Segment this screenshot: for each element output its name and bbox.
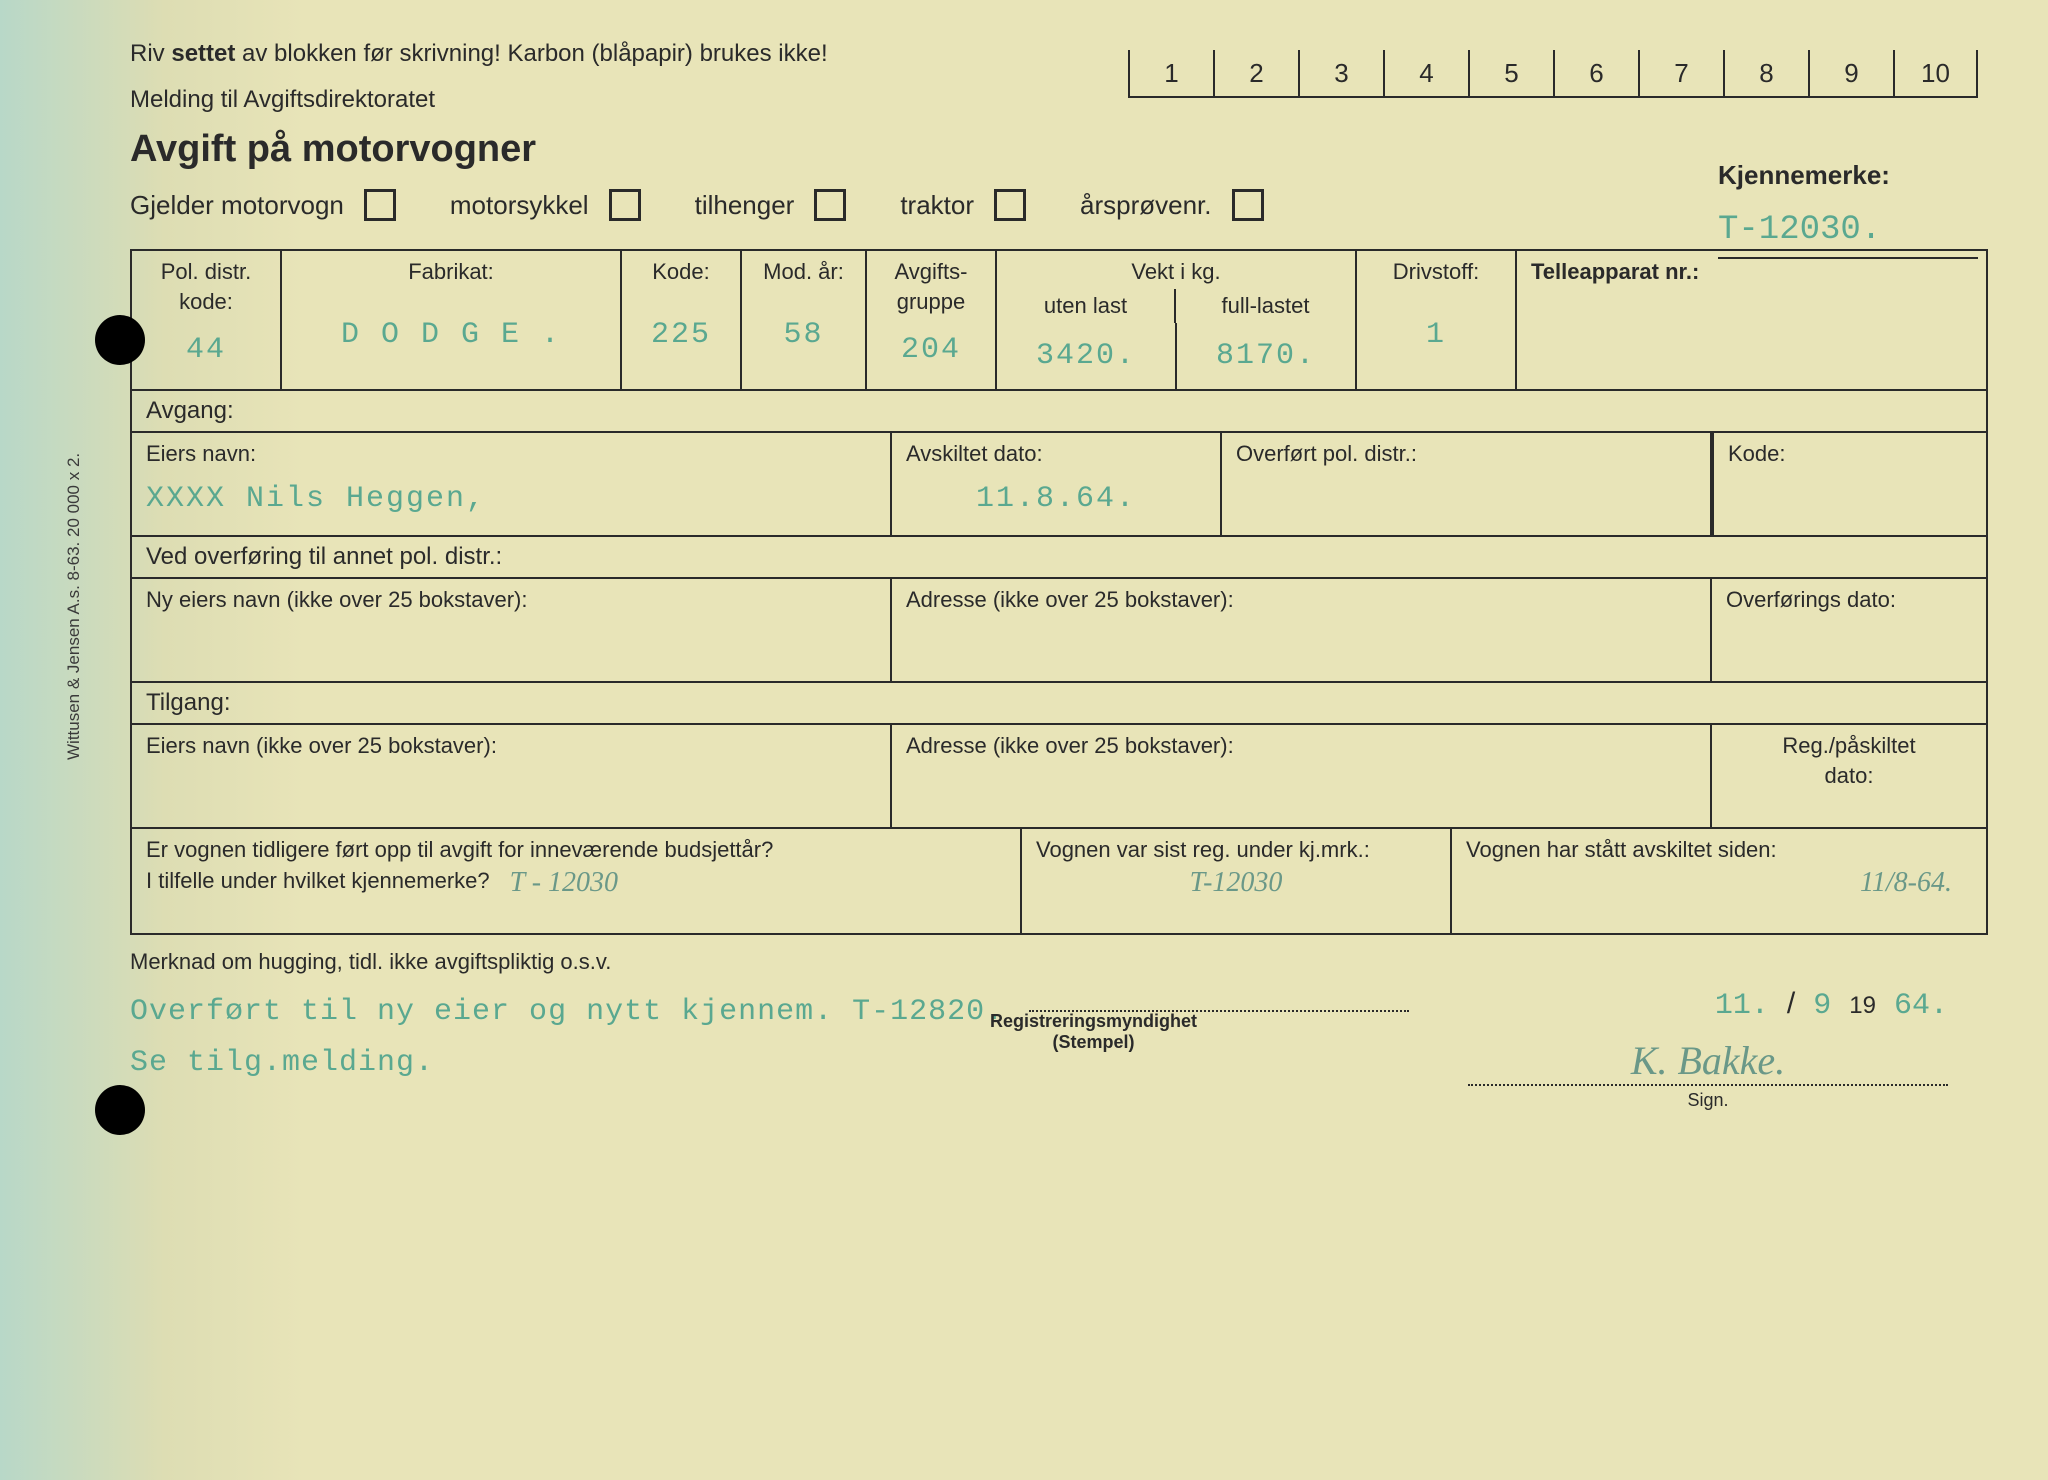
avgiftsgruppe-value: 204 bbox=[881, 319, 981, 381]
tilgang-label: Tilgang: bbox=[132, 683, 1986, 725]
punch-hole-icon bbox=[95, 315, 145, 365]
number-cell: 2 bbox=[1213, 50, 1298, 98]
pol-distr-kode: 44 bbox=[146, 319, 266, 381]
tilgang-adresse bbox=[906, 763, 1696, 819]
signature-area: K. Bakke. Sign. bbox=[1468, 1037, 1948, 1111]
overfort-value bbox=[1236, 471, 1696, 527]
sist-reg-value: T-12030 bbox=[1036, 867, 1436, 899]
avgang-label: Avgang: bbox=[132, 391, 1986, 433]
number-cell: 1 bbox=[1128, 50, 1213, 98]
checkbox-tilhenger[interactable] bbox=[814, 189, 846, 221]
ved-overforing-label: Ved overføring til annet pol. distr.: bbox=[132, 537, 1986, 579]
kode2-value bbox=[1728, 471, 1972, 527]
bottom-area: Overført til ny eier og nytt kjennem. T-… bbox=[130, 987, 1988, 1157]
checkbox-motorvogn[interactable] bbox=[364, 189, 396, 221]
new-owner-row: Ny eiers navn (ikke over 25 bokstaver): … bbox=[132, 579, 1986, 683]
owner-row: Eiers navn: XXXX Nils Heggen, Avskiltet … bbox=[132, 433, 1986, 537]
checkbox-traktor[interactable] bbox=[994, 189, 1026, 221]
prior-registration-row: Er vognen tidligere ført opp til avgift … bbox=[132, 829, 1986, 933]
telleapparat-value bbox=[1531, 289, 1972, 381]
checkbox-arsprovenr[interactable] bbox=[1232, 189, 1264, 221]
prev-kjennemerke-value: T - 12030 bbox=[510, 867, 618, 899]
number-cell: 5 bbox=[1468, 50, 1553, 98]
number-cell: 10 bbox=[1893, 50, 1978, 98]
eiers-navn-value: XXXX Nils Heggen, bbox=[146, 471, 876, 527]
vehicle-type-row: Gjelder motorvogn motorsykkel tilhenger … bbox=[130, 189, 1988, 221]
number-cell: 8 bbox=[1723, 50, 1808, 98]
form-page: Wittusen & Jensen A.s. 8-63. 20 000 x 2.… bbox=[0, 0, 2048, 1480]
ny-eier-value bbox=[146, 617, 876, 673]
signature: K. Bakke. bbox=[1468, 1037, 1948, 1084]
drivstoff-value: 1 bbox=[1371, 289, 1501, 381]
kjennemerke-value: T-12030. bbox=[1718, 211, 1978, 259]
avskiltet-siden-value: 11/8-64. bbox=[1466, 867, 1972, 899]
registration-authority-label: Registreringsmyndighet (Stempel) bbox=[990, 1011, 1197, 1053]
number-cell: 4 bbox=[1383, 50, 1468, 98]
number-cell: 7 bbox=[1638, 50, 1723, 98]
number-cell: 6 bbox=[1553, 50, 1638, 98]
table-header-row: Pol. distr. kode: 44 Fabrikat: D O D G E… bbox=[132, 251, 1986, 391]
printer-note: Wittusen & Jensen A.s. 8-63. 20 000 x 2. bbox=[64, 453, 84, 760]
main-table: Pol. distr. kode: 44 Fabrikat: D O D G E… bbox=[130, 249, 1988, 935]
avskiltet-dato-value: 11.8.64. bbox=[906, 471, 1206, 527]
main-title: Avgift på motorvogner bbox=[130, 128, 1988, 171]
number-index-row: 1 2 3 4 5 6 7 8 9 10 bbox=[1128, 50, 1978, 98]
kjennemerke-label: Kjennemerke: bbox=[1718, 160, 1978, 191]
sign-label: Sign. bbox=[1468, 1090, 1948, 1111]
reg-dato-value bbox=[1726, 793, 1972, 819]
date-area: 11. / 9 19 64. bbox=[1568, 987, 1948, 1023]
vekt-full-value: 8170. bbox=[1177, 323, 1355, 389]
kode-value: 225 bbox=[636, 289, 726, 381]
fabrikat-value: D O D G E . bbox=[296, 289, 606, 381]
kjennemerke-box: Kjennemerke: T-12030. bbox=[1718, 160, 1978, 259]
adresse-value bbox=[906, 617, 1696, 673]
number-cell: 9 bbox=[1808, 50, 1893, 98]
mod-ar-value: 58 bbox=[756, 289, 851, 381]
number-cell: 3 bbox=[1298, 50, 1383, 98]
checkbox-motorsykkel[interactable] bbox=[609, 189, 641, 221]
tilgang-row: Eiers navn (ikke over 25 bokstaver): Adr… bbox=[132, 725, 1986, 829]
merknad-label: Merknad om hugging, tidl. ikke avgiftspl… bbox=[130, 949, 1988, 975]
vekt-uten-value: 3420. bbox=[997, 323, 1177, 389]
tilgang-eiers-navn bbox=[146, 763, 876, 819]
overforings-dato-value bbox=[1726, 617, 1972, 673]
